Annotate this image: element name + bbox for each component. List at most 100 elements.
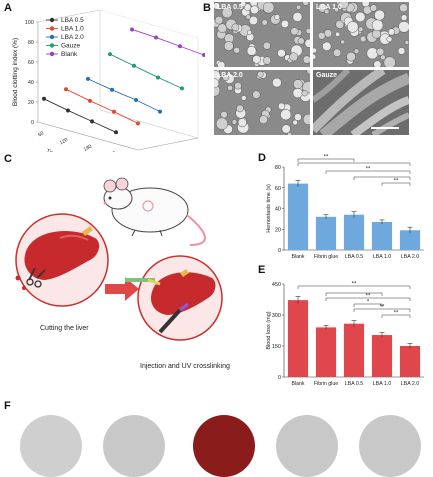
sem-particle (304, 38, 310, 48)
data-point (64, 87, 68, 92)
significance-label: ** (380, 305, 385, 311)
sem-particle (241, 95, 247, 101)
significance-bracket (297, 285, 411, 289)
liver-injection-illustration (125, 255, 223, 341)
category-label: LBA 1.0 (373, 381, 391, 387)
sem-particle (302, 55, 310, 64)
sem-particle (234, 82, 242, 90)
liver-schematic: Cutting the liver Injection and UV cross… (15, 177, 230, 370)
sem-image-lba-1-0: LBA 1.0 (313, 2, 409, 67)
sem-particle (305, 28, 310, 34)
bar (343, 323, 365, 377)
sem-particle (302, 113, 310, 125)
sample-dish (193, 415, 255, 477)
y-tick-label: 100 (25, 20, 34, 26)
legend-marker (49, 51, 55, 57)
sem-particle (324, 8, 330, 15)
significance-bracket (381, 314, 411, 318)
sem-particle (272, 77, 282, 88)
blood-loss-chart: 0 150 300 450 Blood loss (mg) Blank Fibrin glu… (266, 282, 424, 387)
panel-letter-f: F (4, 400, 11, 412)
sem-particle (214, 15, 224, 25)
step1-label: Cutting the liver (40, 325, 89, 332)
axis-line (37, 121, 139, 151)
data-point (108, 52, 112, 57)
step2-label: Injection and UV crosslinking (140, 363, 230, 370)
sem-particle (257, 71, 264, 78)
significance-bracket (381, 182, 411, 186)
x-tick-label: 60 (37, 130, 45, 138)
legend-label: LBA 1.0 (61, 26, 84, 33)
sem-particle (262, 41, 271, 50)
y-tick-label: 0 (31, 120, 34, 126)
bar (287, 300, 309, 377)
sem-particle (398, 21, 409, 33)
sample-dish (20, 415, 82, 477)
panel-letter-c: C (4, 153, 12, 165)
sem-particle (250, 5, 259, 15)
category-label: LBA 0.5 (345, 254, 363, 260)
sem-particle (252, 90, 261, 99)
sem-particle (217, 23, 228, 33)
sem-particle (297, 37, 305, 45)
category-label: LBA 2.0 (401, 381, 419, 387)
sem-particle (240, 2, 247, 7)
sem-particle (293, 79, 303, 89)
category-label: LBA 1.0 (373, 254, 391, 260)
significance-label: ** (394, 179, 399, 185)
sem-particle (223, 41, 234, 51)
sem-particle (301, 90, 308, 97)
sem-particle (246, 45, 257, 56)
x-tick-label: 180 (83, 144, 93, 152)
data-point (114, 130, 118, 135)
sem-particle (245, 14, 251, 20)
gauze-fibers (313, 70, 409, 135)
sem-texture (214, 2, 310, 67)
sem-particle (313, 47, 318, 54)
data-point (88, 98, 92, 103)
series-line (43, 98, 117, 133)
sem-particle (280, 109, 292, 121)
legend-marker (49, 34, 55, 40)
bar (371, 335, 393, 377)
category-label: LBA 2.0 (401, 254, 419, 260)
sem-particle (386, 36, 393, 43)
sem-particle (383, 56, 396, 67)
sem-label: LBA 1.0 (316, 4, 342, 11)
bar (399, 230, 421, 250)
panel-letter-a: A (4, 2, 12, 14)
data-point (66, 108, 70, 113)
sem-particle (277, 102, 286, 110)
sem-label: Gauze (316, 72, 338, 79)
x-tick-label: 300 (107, 150, 117, 152)
sem-particle (366, 47, 379, 60)
sem-particle (215, 117, 229, 130)
significance-label: ** (324, 155, 329, 161)
data-point (134, 98, 138, 102)
liver-cut-illustration (15, 213, 109, 307)
x-tick-label: 120 (59, 137, 69, 146)
significance-label: ** (366, 294, 371, 300)
y-tick-label: 300 (272, 313, 281, 319)
sem-particle (274, 14, 281, 21)
category-label: Fibrin glue (314, 381, 338, 387)
data-point (180, 86, 184, 91)
sem-particle (227, 85, 233, 91)
sem-particle (231, 23, 240, 32)
legend-label: Blank (61, 51, 78, 58)
data-point (136, 121, 140, 126)
bar (371, 221, 393, 250)
data-point (110, 87, 114, 92)
sem-particle (277, 48, 286, 58)
sem-particle (359, 35, 367, 43)
sem-label: LBA 0.5 (217, 4, 243, 11)
axis-line (137, 137, 199, 151)
y-tick-label: 60 (275, 186, 281, 192)
sem-particle (236, 104, 244, 113)
significance-label: ** (394, 311, 399, 317)
sem-particle (292, 87, 303, 99)
significance-bracket (353, 308, 411, 312)
sem-particle (289, 52, 299, 62)
series-line (131, 29, 205, 56)
sem-particle (334, 7, 339, 13)
